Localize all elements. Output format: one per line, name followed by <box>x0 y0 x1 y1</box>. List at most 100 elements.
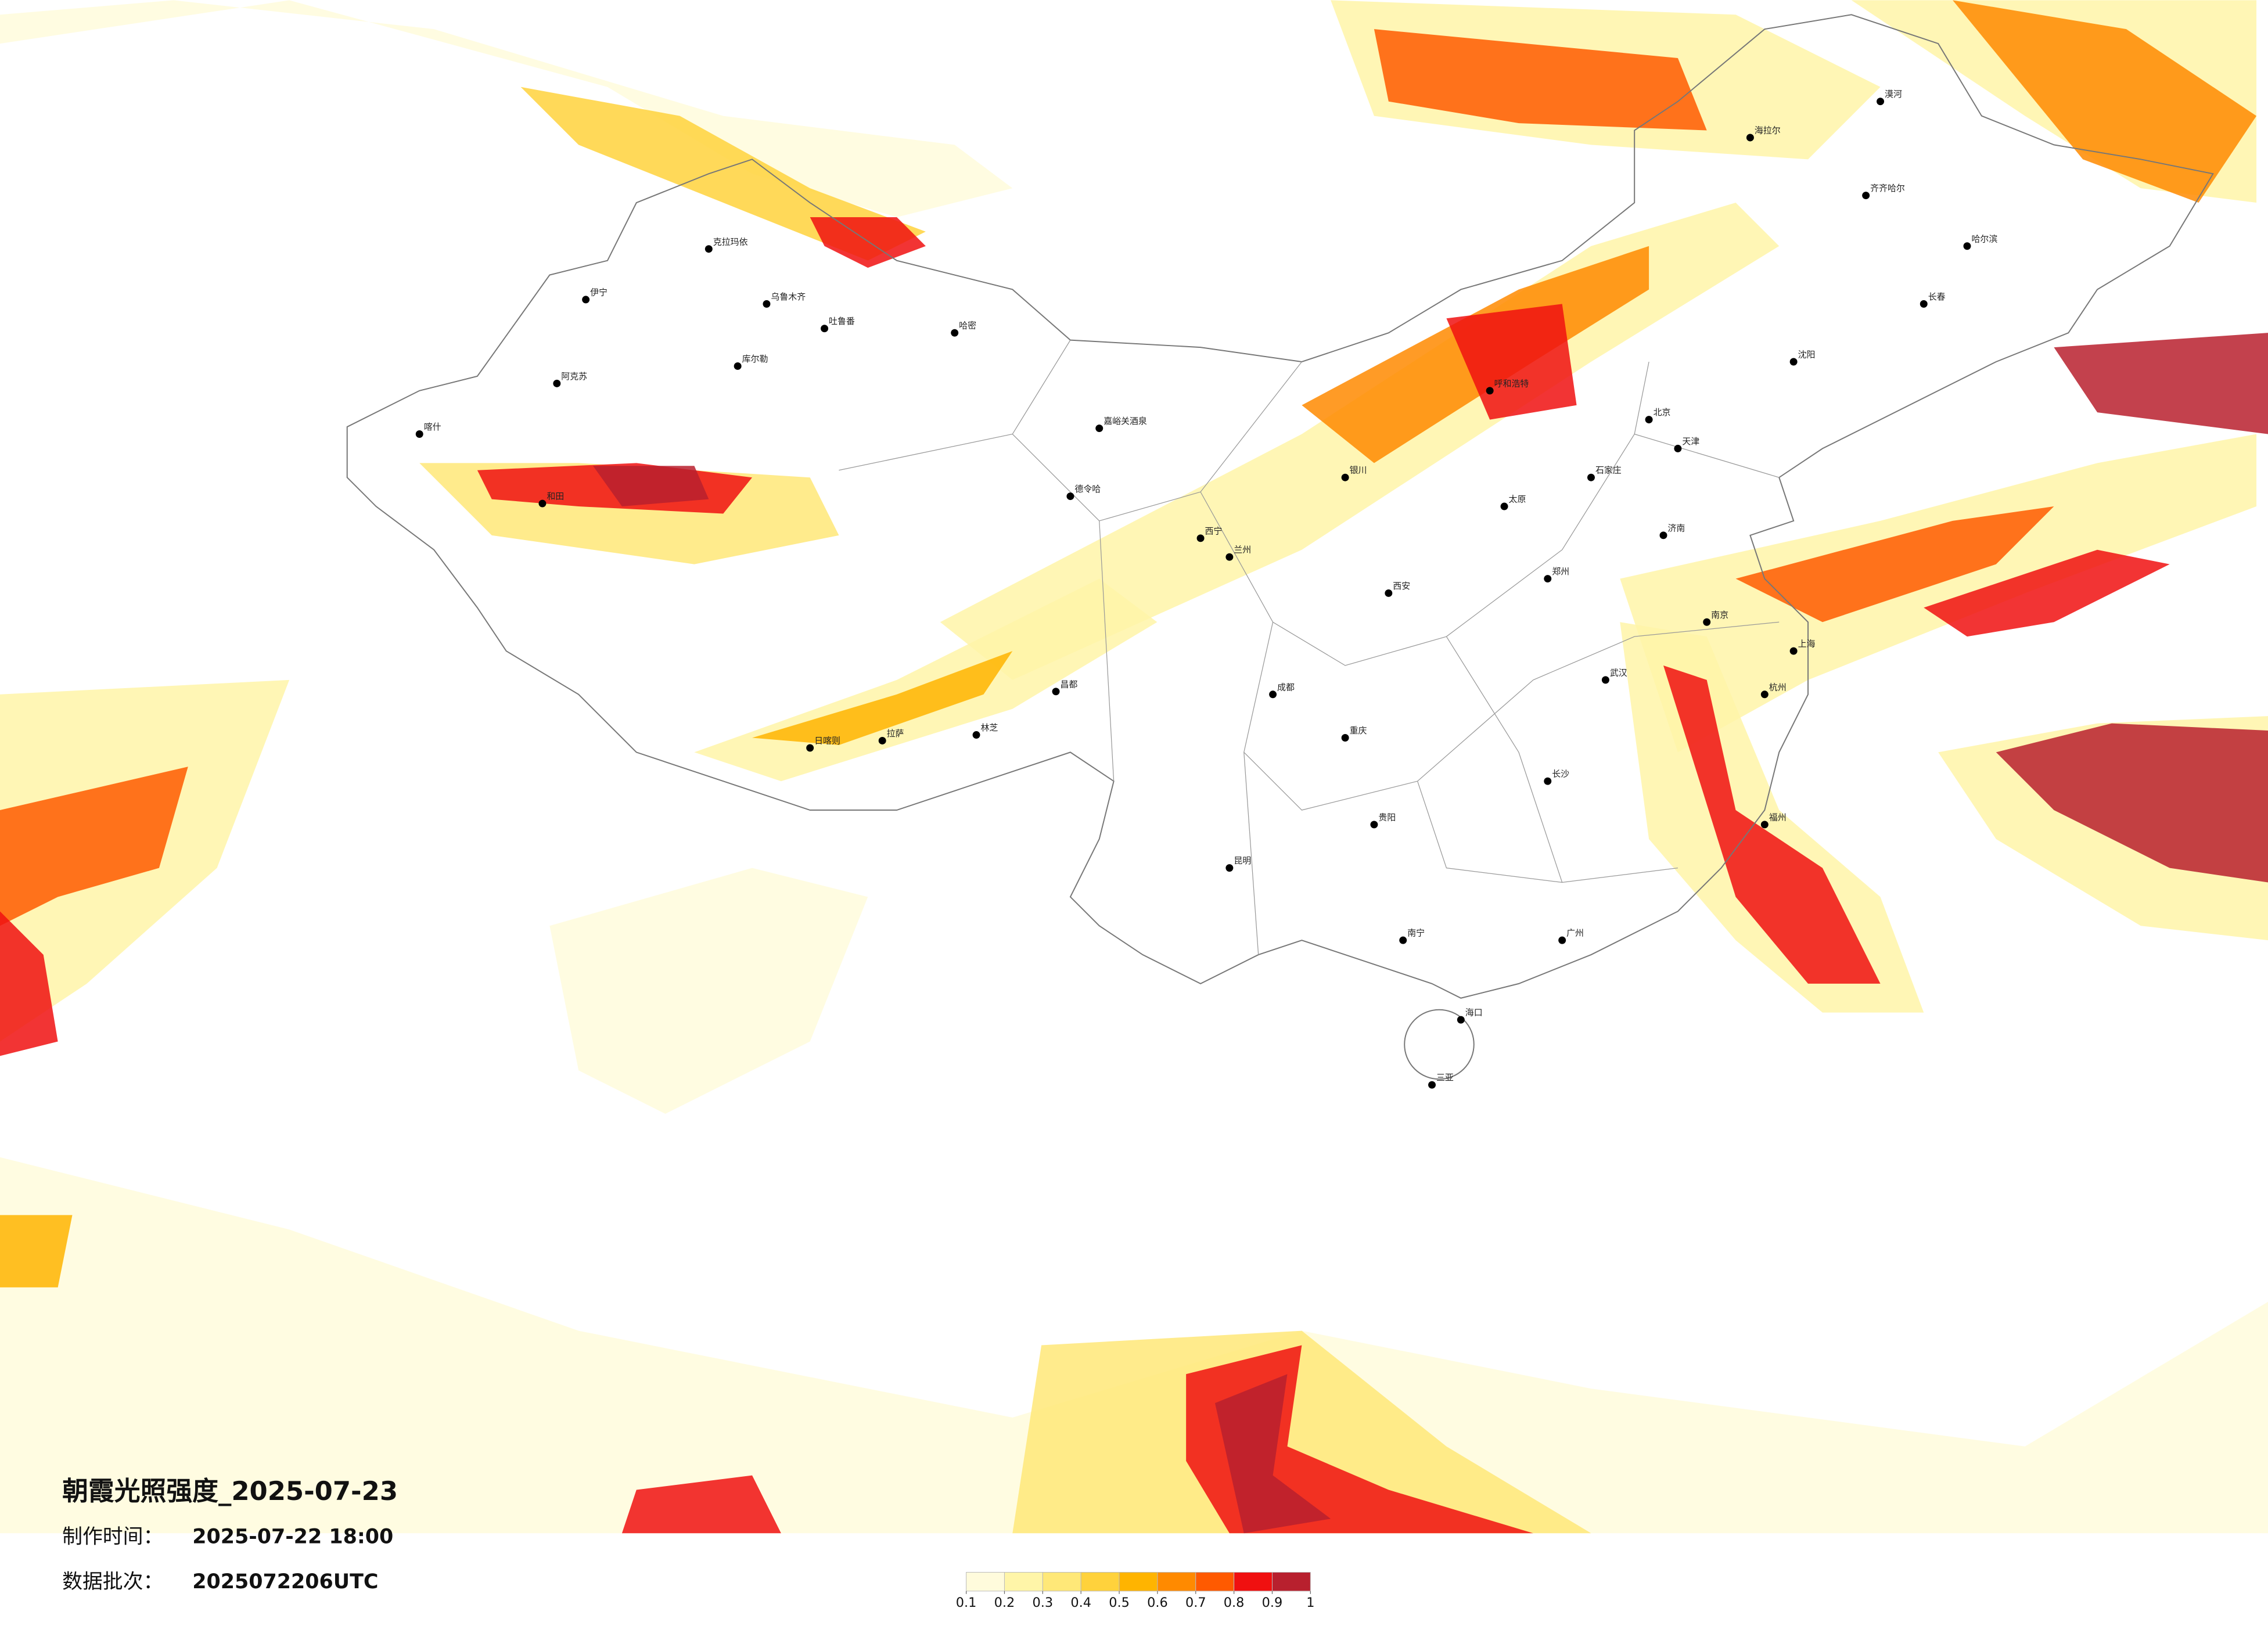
city-dot <box>1225 864 1234 872</box>
city-dot <box>1920 300 1928 308</box>
heat-patch <box>1620 434 2257 753</box>
city-label: 阿克苏 <box>561 371 587 382</box>
heat-patch <box>752 651 1013 745</box>
legend-swatch <box>1119 1571 1158 1592</box>
city-label: 昆明 <box>1234 855 1251 866</box>
city-dot <box>1225 553 1234 561</box>
made-value: 2025-07-22 18:00 <box>192 1526 393 1549</box>
city-dot <box>821 325 829 333</box>
legend: 0.1 0.2 0.3 0.4 0.5 0.6 0.7 0.8 0.9 1 <box>956 1571 1314 1610</box>
city-label: 北京 <box>1654 407 1671 418</box>
batch-value: 2025072206UTC <box>192 1570 378 1593</box>
city-dot <box>972 731 980 739</box>
heat-patch <box>0 911 58 1056</box>
city-label: 贵阳 <box>1378 812 1396 822</box>
city-label: 上海 <box>1798 639 1816 649</box>
map-title: 朝霞光照强度_2025-07-23 <box>62 1476 398 1506</box>
heat-patch <box>1924 549 2170 637</box>
heat-patch <box>0 1215 73 1287</box>
city-dot <box>951 329 959 337</box>
city-label: 福州 <box>1769 812 1787 822</box>
legend-tick-label: 0.3 <box>1033 1595 1054 1610</box>
heat-patch <box>621 1475 781 1534</box>
city-dot <box>1095 425 1104 433</box>
city-dot <box>1877 98 1885 106</box>
legend-swatch <box>1004 1571 1043 1592</box>
heat-patch <box>694 578 1158 782</box>
city-label: 银川 <box>1350 465 1367 476</box>
legend-tick-label: 1 <box>1306 1595 1314 1610</box>
legend-swatch <box>1157 1571 1196 1592</box>
city-label: 日喀则 <box>814 735 840 746</box>
city-dot <box>1558 936 1566 944</box>
legend-swatch <box>966 1571 1005 1592</box>
heat-patch <box>0 767 188 926</box>
city-dot <box>1645 416 1653 424</box>
city-dot <box>878 737 886 744</box>
city-label: 齐齐哈尔 <box>1870 183 1905 193</box>
city-dot <box>1587 473 1595 481</box>
city-label: 广州 <box>1566 928 1584 938</box>
city-label: 郑州 <box>1552 566 1569 577</box>
city-dot <box>553 379 561 387</box>
city-dot <box>1341 734 1349 742</box>
city-dot <box>1544 575 1552 583</box>
city-dot <box>1457 1016 1465 1024</box>
heat-patch <box>1663 665 1881 984</box>
made-label: 制作时间： <box>62 1526 163 1549</box>
city-dot <box>1269 690 1277 699</box>
legend-tick-label: 0.7 <box>1185 1595 1206 1610</box>
legend-swatch <box>1271 1571 1311 1592</box>
city-dot <box>1486 387 1494 395</box>
city-dot <box>1370 821 1378 829</box>
city-label: 和田 <box>547 491 564 502</box>
city-label: 武汉 <box>1610 667 1627 678</box>
city-dot <box>763 300 771 308</box>
city-label: 克拉玛依 <box>713 236 748 247</box>
city-dot <box>1862 192 1870 200</box>
legend-swatch <box>1195 1571 1235 1592</box>
city-label: 南京 <box>1711 610 1728 620</box>
city-dot <box>806 744 814 752</box>
city-label: 库尔勒 <box>742 354 768 364</box>
city-label: 吐鲁番 <box>829 316 855 326</box>
city-label: 南宁 <box>1407 928 1425 938</box>
country-outline <box>346 14 2214 999</box>
city-dot <box>1760 690 1769 699</box>
city-label: 伊宁 <box>590 287 608 297</box>
legend-tick-label: 0.4 <box>1070 1595 1091 1610</box>
city-dot <box>415 430 423 438</box>
city-dot <box>734 362 742 370</box>
heat-patch <box>810 217 926 268</box>
city-dot <box>1385 589 1393 597</box>
city-label: 哈密 <box>959 321 976 331</box>
city-dot <box>1399 936 1407 944</box>
heat-patch <box>1446 304 1577 420</box>
city-label: 杭州 <box>1769 682 1787 692</box>
city-label: 长春 <box>1928 292 1946 302</box>
heat-patch <box>549 868 868 1114</box>
city-label: 长沙 <box>1552 769 1569 779</box>
batch-label: 数据批次： <box>62 1570 163 1593</box>
heat-patch <box>0 0 1013 217</box>
city-label: 西安 <box>1393 581 1410 591</box>
city-dot <box>1196 534 1205 542</box>
city-dot <box>1500 502 1508 510</box>
city-dot <box>1746 134 1754 142</box>
city-label: 海拉尔 <box>1755 125 1781 135</box>
city-label: 重庆 <box>1350 725 1367 736</box>
city-label: 三亚 <box>1436 1073 1454 1083</box>
city-dot <box>705 245 713 253</box>
legend-tick-label: 0.9 <box>1262 1595 1283 1610</box>
heat-patch <box>0 1157 2268 1534</box>
city-label: 林芝 <box>981 722 998 733</box>
legend-swatch <box>1080 1571 1120 1592</box>
city-label: 哈尔滨 <box>1971 233 1997 244</box>
city-dot <box>1601 676 1609 684</box>
city-label: 成都 <box>1277 682 1295 692</box>
legend-tick-label: 0.8 <box>1224 1595 1245 1610</box>
legend-tick-label: 0.6 <box>1147 1595 1168 1610</box>
